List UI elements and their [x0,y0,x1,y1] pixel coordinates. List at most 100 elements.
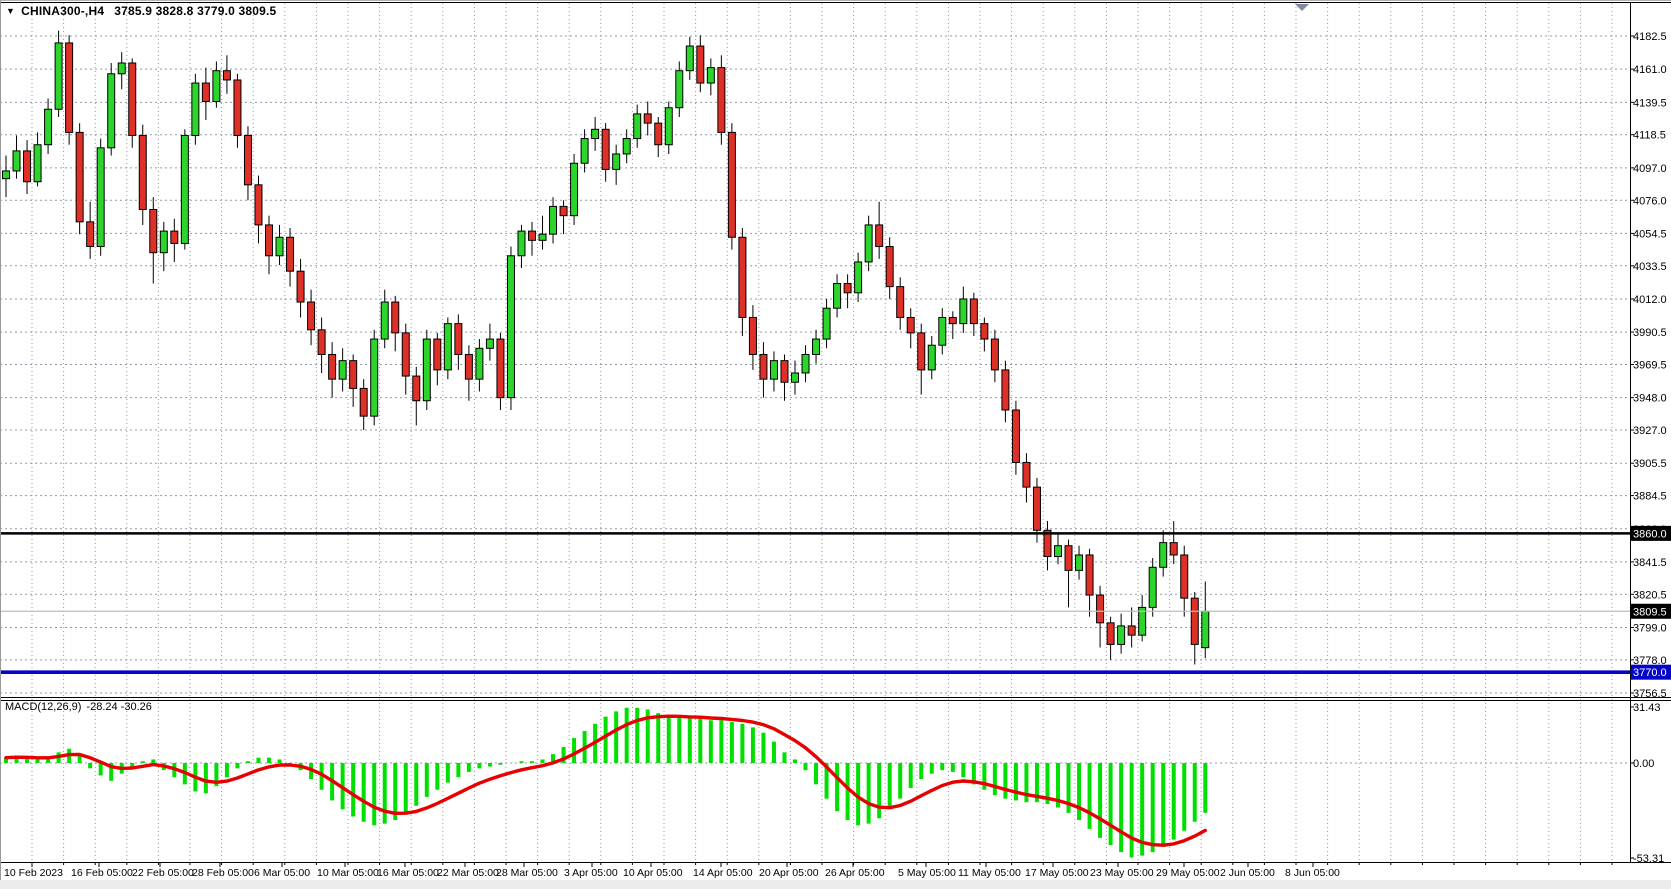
candle-bearish[interactable] [233,79,242,136]
candle-bullish[interactable] [927,344,936,371]
candle-bullish[interactable] [180,134,189,244]
candle-bullish[interactable] [44,108,53,146]
candle-bullish[interactable] [380,301,389,340]
candle-bearish[interactable] [896,286,905,318]
candle-bullish[interactable] [791,372,799,383]
candle-bullish[interactable] [96,147,105,248]
candle-bullish[interactable] [812,338,821,355]
candle-bullish[interactable] [275,236,284,257]
candle-bullish[interactable] [685,45,694,72]
candle-bearish[interactable] [23,150,32,183]
macd-axis[interactable]: 31.43 0.00 -53.31 [1630,702,1664,865]
candle-bearish[interactable] [696,45,705,84]
candle-bullish[interactable] [675,70,684,109]
candle-bearish[interactable] [317,329,326,355]
candle-bullish[interactable] [570,162,579,217]
candle-bearish[interactable] [412,375,421,402]
candle-bearish[interactable] [780,360,789,383]
candle-bearish[interactable] [401,332,410,377]
candle-bearish[interactable] [286,236,295,272]
candle-bullish[interactable] [370,338,379,417]
candle-bullish[interactable] [12,150,21,172]
macd-indicator[interactable] [4,707,1208,858]
candle-bullish[interactable] [475,347,484,380]
candle-bearish[interactable] [128,62,137,136]
candle-bearish[interactable] [265,224,273,257]
candle-bullish[interactable] [506,255,515,399]
candle-bullish[interactable] [833,283,842,309]
candle-bullish[interactable] [33,144,42,183]
candle-bullish[interactable] [938,316,947,346]
candle-bullish[interactable] [801,353,810,374]
candle-bearish[interactable] [496,338,505,399]
candle-bullish[interactable] [191,82,200,136]
candle-bearish[interactable] [528,230,536,241]
candle-bullish[interactable] [159,230,168,254]
candle-bearish[interactable] [349,360,358,389]
candle-bearish[interactable] [149,209,158,254]
candle-bullish[interactable] [1148,566,1157,608]
candle-bearish[interactable] [1106,622,1115,645]
candle-bearish[interactable] [222,70,231,81]
candle-bearish[interactable] [990,338,999,371]
candle-bullish[interactable] [2,170,10,180]
candle-bearish[interactable] [906,316,915,334]
candle-bearish[interactable] [454,323,463,355]
candle-bullish[interactable] [549,205,558,235]
candle-bearish[interactable] [759,353,768,380]
candle-bearish[interactable] [948,316,957,325]
candle-bullish[interactable] [864,224,873,263]
hlines[interactable] [0,532,1630,674]
candle-bullish[interactable] [443,323,452,371]
candle-bullish[interactable] [517,230,526,257]
candle-bullish[interactable] [117,62,126,75]
candle-bearish[interactable] [433,338,442,371]
candle-bullish[interactable] [822,307,831,340]
candle-bullish[interactable] [591,128,600,140]
candle-bullish[interactable] [612,153,621,170]
candle-bearish[interactable] [1190,597,1199,645]
candle-bullish[interactable] [1138,606,1147,636]
candle-bearish[interactable] [601,128,610,170]
symbol-dropdown-icon[interactable]: ▼ [6,6,16,16]
candle-bearish[interactable] [1022,461,1031,488]
candle-bearish[interactable] [307,301,316,331]
candle-bearish[interactable] [843,283,852,294]
candle-bearish[interactable] [1085,554,1094,596]
candle-bearish[interactable] [464,353,473,380]
candle-bearish[interactable] [1169,542,1178,556]
candle-bullish[interactable] [54,42,63,110]
candle-bearish[interactable] [1096,594,1105,624]
candle-bullish[interactable] [422,338,431,402]
candle-bullish[interactable] [212,70,221,103]
candle-bullish[interactable] [1054,545,1062,558]
candle-bearish[interactable] [75,131,84,223]
candle-bearish[interactable] [643,113,652,124]
candle-bearish[interactable] [328,353,337,380]
candle-bearish[interactable] [1011,409,1020,463]
candle-bearish[interactable] [654,122,663,146]
candle-bullish[interactable] [959,298,968,325]
candle-bearish[interactable] [559,205,568,217]
candle-bearish[interactable] [359,387,368,417]
candle-bullish[interactable] [538,233,547,241]
candle-bullish[interactable] [580,138,589,164]
candle-bullish[interactable] [1075,554,1084,571]
candle-bearish[interactable] [391,301,400,334]
candle-bearish[interactable] [727,131,736,238]
candle-bearish[interactable] [138,134,147,211]
candle-bearish[interactable] [1064,545,1073,571]
candle-bearish[interactable] [738,236,747,318]
candles[interactable] [2,30,1210,665]
candle-bullish[interactable] [664,107,673,146]
candle-bearish[interactable] [1043,529,1052,558]
candle-bearish[interactable] [201,82,210,103]
candle-bearish[interactable] [1180,554,1189,599]
candle-bearish[interactable] [86,221,95,248]
candle-bullish[interactable] [622,138,631,155]
candle-bearish[interactable] [1001,369,1010,411]
candle-bullish[interactable] [633,113,642,140]
chart-shift-marker-icon[interactable] [1295,4,1309,11]
candle-bearish[interactable] [254,184,263,226]
